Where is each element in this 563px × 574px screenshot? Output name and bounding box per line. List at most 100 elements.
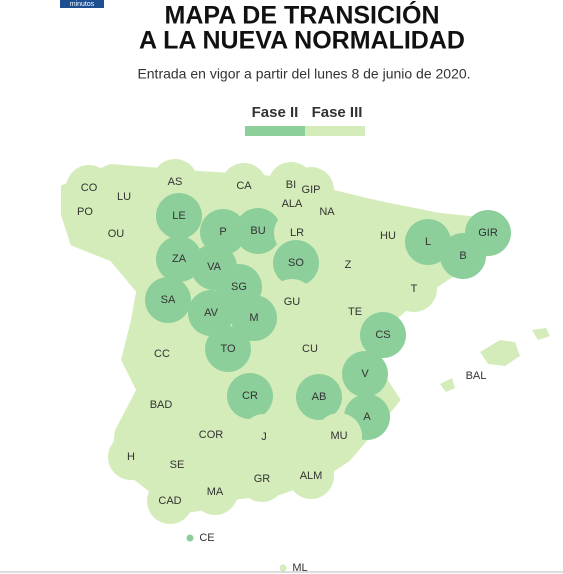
- region-area: [342, 351, 388, 397]
- region-label: CO: [81, 182, 98, 194]
- region-label: SO: [288, 257, 304, 269]
- region-label: CR: [242, 390, 258, 402]
- region-label: HU: [380, 230, 396, 242]
- menorca: [532, 328, 550, 340]
- region-label: CC: [154, 348, 170, 360]
- region-label: J: [261, 431, 267, 443]
- region-area: [235, 208, 281, 254]
- region-area: [156, 193, 202, 239]
- region-dot: [186, 534, 194, 542]
- region-area: [108, 434, 154, 480]
- region-label: LU: [117, 191, 131, 203]
- region-label: LE: [172, 210, 185, 222]
- region-label: BU: [250, 225, 265, 237]
- region-area: [205, 326, 251, 372]
- region-label: CA: [236, 180, 252, 192]
- region-area: [365, 213, 411, 259]
- ibiza: [440, 378, 455, 392]
- region-area: [192, 469, 238, 515]
- region-area: [269, 279, 315, 325]
- region-area: [360, 312, 406, 358]
- region-label: ZA: [172, 253, 187, 265]
- region-label: SG: [231, 281, 247, 293]
- region-label: AS: [168, 176, 183, 188]
- title-line: MAPA DE TRANSICIÓN: [165, 0, 440, 30]
- region-label: T: [411, 283, 418, 295]
- region-area: [273, 240, 319, 286]
- region-area: [288, 453, 334, 499]
- region-label: SA: [161, 294, 176, 306]
- region-area: [287, 326, 333, 372]
- region-area: [101, 174, 147, 220]
- region-label: L: [425, 236, 431, 248]
- region-label: TO: [220, 343, 236, 355]
- region-label: V: [361, 368, 369, 380]
- region-label: CE: [199, 532, 214, 544]
- region-label: CS: [375, 329, 390, 341]
- region-label: BAL: [466, 370, 487, 382]
- region-area: [231, 295, 277, 341]
- region-label: GR: [254, 473, 271, 485]
- region-label: ALM: [300, 470, 323, 482]
- region-label: VA: [207, 261, 222, 273]
- region-label: GIP: [302, 184, 321, 196]
- region-area: [200, 209, 246, 255]
- region-label: H: [127, 451, 135, 463]
- region-label: GIR: [478, 227, 498, 239]
- region-label: PO: [77, 206, 93, 218]
- region-label: LR: [290, 227, 304, 239]
- region-areas: [62, 159, 511, 572]
- region-area: [147, 478, 193, 524]
- region-label: P: [219, 226, 226, 238]
- region-label: B: [459, 250, 466, 262]
- legend-swatch: [245, 126, 305, 136]
- region-label: MA: [207, 486, 224, 498]
- legend-swatch: [305, 126, 365, 136]
- subtitle: Entrada en vigor a partir del lunes 8 de…: [137, 66, 470, 82]
- region-label: OU: [108, 228, 125, 240]
- title-line: A LA NUEVA NORMALIDAD: [139, 27, 465, 55]
- region-area: [405, 219, 451, 265]
- region-label: COR: [199, 429, 224, 441]
- region-label: BI: [286, 179, 296, 191]
- region-area: [188, 290, 234, 336]
- region-area: [391, 266, 437, 312]
- region-label: CAD: [158, 495, 181, 507]
- region-label: BAD: [150, 399, 173, 411]
- legend-label: Fase III: [312, 104, 363, 121]
- region-label: AV: [204, 307, 219, 319]
- region-label: TE: [348, 306, 362, 318]
- region-label: SE: [170, 459, 185, 471]
- badge-text: minutos: [70, 1, 95, 8]
- region-area: [154, 442, 200, 488]
- region-label: MU: [330, 430, 347, 442]
- region-area: [316, 413, 362, 459]
- region-label: ALA: [282, 198, 303, 210]
- region-area: [145, 277, 191, 323]
- region-area: [152, 159, 198, 205]
- region-label: M: [249, 312, 258, 324]
- region-label: NA: [319, 206, 335, 218]
- region-area: [241, 414, 287, 460]
- region-area: [138, 382, 184, 428]
- region-area: [325, 242, 371, 288]
- region-area: [221, 163, 267, 209]
- region-label: Z: [345, 259, 352, 271]
- region-label: A: [363, 411, 371, 423]
- region-area: [239, 456, 285, 502]
- region-dot: [279, 564, 287, 572]
- region-area: [440, 233, 486, 279]
- region-area: [93, 211, 139, 257]
- region-label: GU: [284, 296, 301, 308]
- region-area: [296, 374, 342, 420]
- region-label: AB: [312, 391, 327, 403]
- region-label: CU: [302, 343, 318, 355]
- mallorca: [480, 340, 520, 366]
- region-label: ML: [292, 562, 307, 574]
- region-area: [188, 412, 234, 458]
- badge: [60, 0, 104, 8]
- region-area: [156, 236, 202, 282]
- region-area: [139, 331, 185, 377]
